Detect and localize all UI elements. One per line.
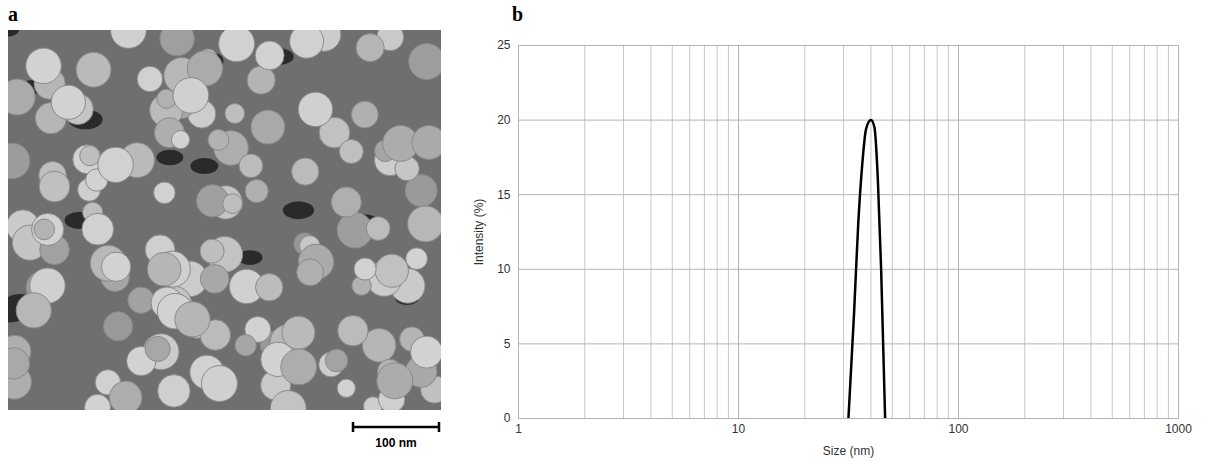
svg-text:20: 20 [497,113,511,127]
svg-text:100 nm: 100 nm [375,436,416,450]
svg-text:15: 15 [497,188,511,202]
svg-text:1: 1 [515,422,522,436]
svg-text:100: 100 [948,422,968,436]
svg-text:1000: 1000 [1165,422,1192,436]
html-text:b: b [512,3,524,25]
svg-text:Intensity (%): Intensity (%) [472,199,486,266]
svg-text:0: 0 [504,411,511,425]
svg-text:Size (nm): Size (nm) [823,444,874,458]
svg-text:5: 5 [504,337,511,351]
svg-text:25: 25 [497,38,511,52]
html-text:a: a [8,3,18,25]
svg-text:10: 10 [497,262,511,276]
svg-text:10: 10 [732,422,746,436]
